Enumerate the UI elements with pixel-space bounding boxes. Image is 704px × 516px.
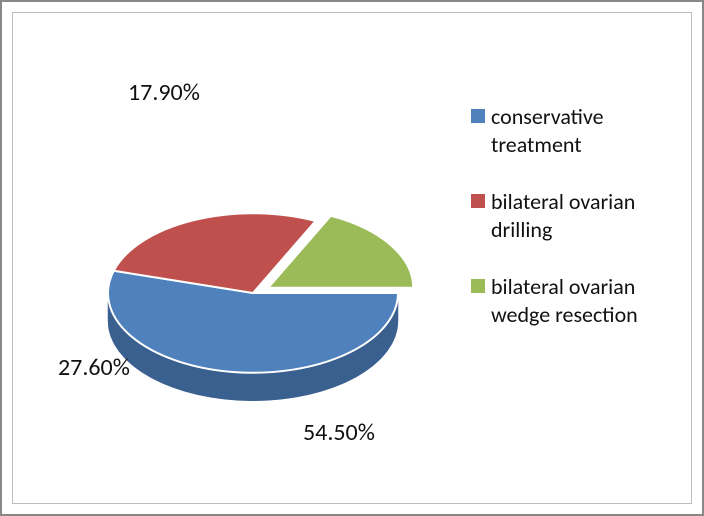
chart-inner-frame: 54.50% 27.60% 17.90% conservative treatm… xyxy=(12,12,692,504)
pie-chart-area: 54.50% 27.60% 17.90% xyxy=(13,13,473,503)
legend-item-wedge: bilateral ovarian wedge resection xyxy=(471,273,681,328)
slice-label-drilling: 27.60% xyxy=(58,353,130,382)
pie-chart-svg xyxy=(13,13,473,507)
legend-label-wedge: bilateral ovarian wedge resection xyxy=(491,273,681,328)
legend-marker-wedge xyxy=(471,279,485,293)
legend-marker-drilling xyxy=(471,194,485,208)
legend-item-drilling: bilateral ovarian drilling xyxy=(471,188,681,243)
chart-outer-frame: 54.50% 27.60% 17.90% conservative treatm… xyxy=(0,0,704,516)
slice-label-conservative: 54.50% xyxy=(303,418,375,447)
legend-label-conservative: conservative treatment xyxy=(491,103,681,158)
slice-label-wedge: 17.90% xyxy=(128,78,200,107)
legend-item-conservative: conservative treatment xyxy=(471,103,681,158)
legend: conservative treatment bilateral ovarian… xyxy=(471,103,681,358)
legend-label-drilling: bilateral ovarian drilling xyxy=(491,188,681,243)
legend-marker-conservative xyxy=(471,109,485,123)
